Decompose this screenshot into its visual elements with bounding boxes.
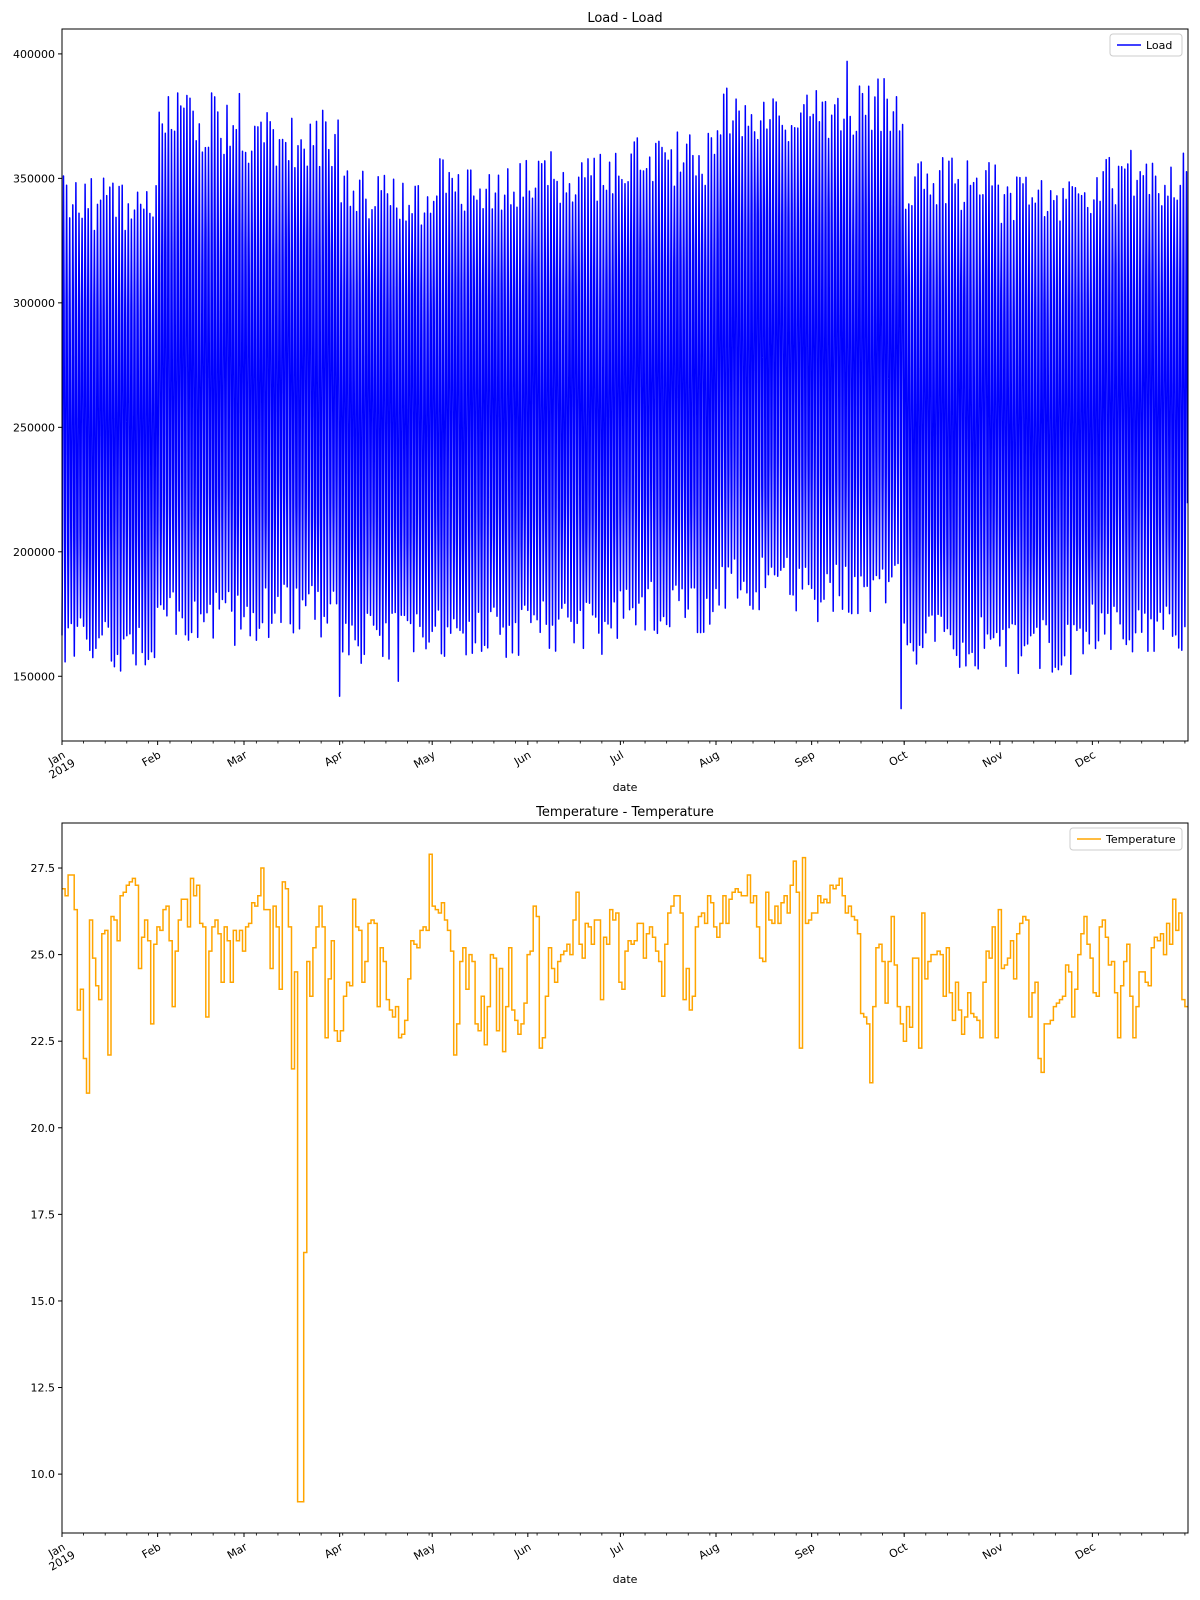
x-axis-label: date (613, 1573, 638, 1586)
y-tick-label: 15.0 (31, 1295, 56, 1308)
y-tick-label: 12.5 (31, 1382, 56, 1395)
load-series-line (61, 60, 1189, 710)
x-tick-label: Oct (887, 1540, 911, 1561)
plot-frame (61, 28, 1189, 742)
legend-box (1069, 827, 1183, 851)
y-tick-label: 27.5 (31, 862, 56, 875)
x-tick-label: Jul (607, 1540, 626, 1558)
x-tick-label: Mar (225, 1540, 250, 1562)
chart-title: Temperature - Temperature (535, 805, 714, 820)
x-tick-label: Sep (793, 748, 817, 770)
legend-label: Temperature (1105, 833, 1176, 846)
legend-label: Load (1146, 39, 1172, 52)
x-tick-label: Apr (322, 748, 345, 769)
x-axis-label: date (613, 781, 638, 794)
legend: Load (1109, 33, 1183, 57)
plot-frame (61, 822, 1189, 1534)
x-tick-label: Apr (322, 1540, 345, 1561)
y-tick-label: 10.0 (31, 1468, 56, 1481)
x-tick-label: Nov (980, 748, 1006, 770)
y-tick-label: 300000 (13, 297, 55, 310)
x-tick-label: Oct (887, 748, 911, 769)
legend: Temperature (1069, 827, 1183, 851)
temperature-series-line (62, 853, 1188, 1503)
x-tick-label: Jul (607, 748, 626, 766)
chart-title: Load - Load (587, 11, 662, 26)
x-tick-label: Jun (511, 748, 533, 768)
x-tick-label: May (411, 748, 438, 771)
legend-box (1109, 33, 1183, 57)
y-tick-label: 25.0 (31, 949, 56, 962)
y-tick-label: 400000 (13, 48, 55, 61)
x-tick-label: Aug (696, 748, 721, 770)
x-tick-label: Jun (511, 1540, 533, 1560)
temperature-chart: Temperature - Temperature 10.0 12.5 15.0 17.… (31, 805, 1189, 1586)
x-tick-label: Mar (225, 748, 250, 770)
y-tick-label: 350000 (13, 172, 55, 185)
x-tick-label: Dec (1073, 748, 1098, 770)
x-tick-label: May (411, 1540, 438, 1563)
y-tick-label: 200000 (13, 546, 55, 559)
x-tick-label: Dec (1073, 1540, 1098, 1562)
y-tick-label: 20.0 (31, 1122, 56, 1135)
y-tick-label: 17.5 (31, 1208, 56, 1221)
x-tick-label: Feb (140, 748, 163, 769)
x-tick-label: Aug (696, 1540, 721, 1562)
x-tick-label: Nov (980, 1540, 1006, 1562)
y-tick-label: 22.5 (31, 1035, 56, 1048)
y-tick-label: 150000 (13, 670, 55, 683)
x-tick-label: Sep (793, 1540, 817, 1562)
load-chart: Load - Load 150000 200000 250000 300000 35000… (13, 11, 1189, 794)
x-tick-label: Feb (140, 1540, 163, 1561)
y-tick-label: 250000 (13, 421, 55, 434)
